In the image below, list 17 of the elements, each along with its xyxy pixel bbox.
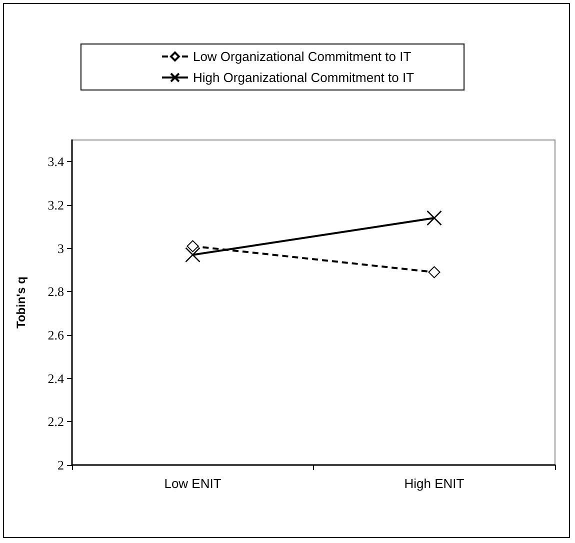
y-tick-label: 2.6 <box>48 328 64 342</box>
legend-label: Low Organizational Commitment to IT <box>192 49 412 64</box>
legend-label: High Organizational Commitment to IT <box>192 70 414 85</box>
point <box>428 266 440 278</box>
y-tick-label: 2.2 <box>48 414 64 430</box>
y-tick-label: 3.2 <box>48 198 64 212</box>
y-tick-label: 2.8 <box>48 284 64 300</box>
y-tick-label: 3 <box>58 240 64 256</box>
point <box>426 210 442 226</box>
point <box>185 247 200 262</box>
y-tick-label: 2 <box>58 458 64 472</box>
y-axis-title: Tobin's q <box>14 276 28 328</box>
point <box>186 240 199 252</box>
x-tick-label: High ENIT <box>404 476 464 491</box>
y-tick-label: 3.4 <box>48 154 64 170</box>
x-tick-label: Low ENIT <box>164 476 222 491</box>
y-tick-label: 2.4 <box>48 370 64 386</box>
